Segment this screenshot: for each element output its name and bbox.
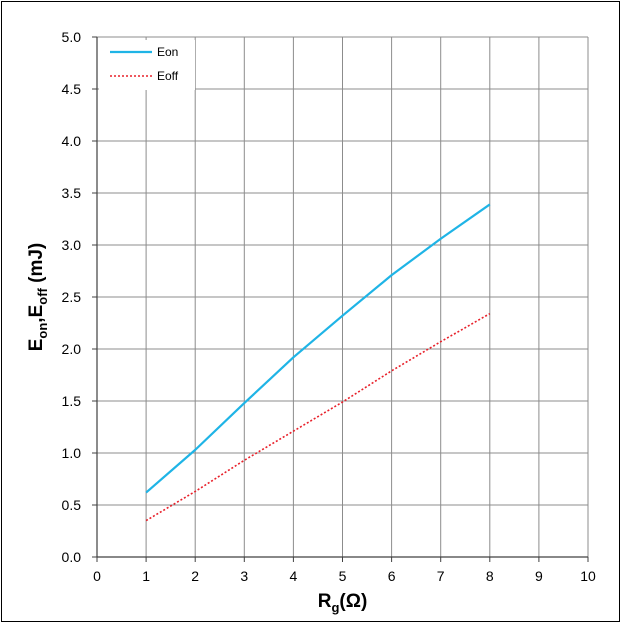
x-tick-label: 10 <box>580 568 596 584</box>
x-tick-label: 1 <box>142 568 150 584</box>
y-tick-label: 1.0 <box>62 445 82 461</box>
y-axis-title-suffix: (mJ) <box>26 243 47 288</box>
legend-background <box>99 40 195 90</box>
x-tick-label: 0 <box>93 568 101 584</box>
grid-lines <box>96 36 589 558</box>
x-tick-label: 7 <box>437 568 445 584</box>
y-tick-label: 0.0 <box>62 549 82 565</box>
legend: Eon Eoff <box>99 40 195 90</box>
y-tick-label: 2.0 <box>62 341 82 357</box>
x-tick-label: 5 <box>339 568 347 584</box>
legend-label-eon: Eon <box>157 45 178 59</box>
x-axis-title: Rg(Ω) <box>318 591 368 615</box>
y-axis-title-sub2: off <box>35 287 50 304</box>
x-axis-title-sub: g <box>331 600 339 615</box>
tick-labels: 0 1 2 3 4 5 6 7 8 9 10 0.0 0.5 1.0 1.5 2.0 2.5 3.0 3.5 4.0 4… <box>62 29 596 584</box>
x-tick-label: 3 <box>240 568 248 584</box>
y-tick-label: 5.0 <box>62 29 82 45</box>
y-tick-label: 3.0 <box>62 237 82 253</box>
x-tick-label: 2 <box>191 568 199 584</box>
y-tick-label: 1.5 <box>62 393 82 409</box>
y-tick-label: 4.0 <box>62 133 82 149</box>
x-tick-label: 9 <box>535 568 543 584</box>
series-line-eon <box>145 203 491 494</box>
series-line-eoff <box>145 312 491 522</box>
y-axis-title-part1: E <box>26 339 47 352</box>
x-tick-label: 6 <box>388 568 396 584</box>
data-series <box>145 203 491 522</box>
x-axis-title-main: R <box>318 591 332 612</box>
y-axis-title: Eon,Eoff (mJ) <box>26 243 50 352</box>
x-axis-title-suffix: (Ω) <box>339 591 367 612</box>
y-tick-label: 0.5 <box>62 497 82 513</box>
y-axis-title-sub1: on <box>35 323 50 339</box>
y-tick-label: 3.5 <box>62 185 82 201</box>
axes <box>92 36 589 562</box>
y-tick-label: 2.5 <box>62 289 82 305</box>
y-axis-title-sep: ,E <box>26 305 47 323</box>
x-tick-label: 4 <box>290 568 298 584</box>
legend-label-eoff: Eoff <box>157 69 179 83</box>
x-tick-label: 8 <box>486 568 494 584</box>
y-tick-label: 4.5 <box>62 81 82 97</box>
